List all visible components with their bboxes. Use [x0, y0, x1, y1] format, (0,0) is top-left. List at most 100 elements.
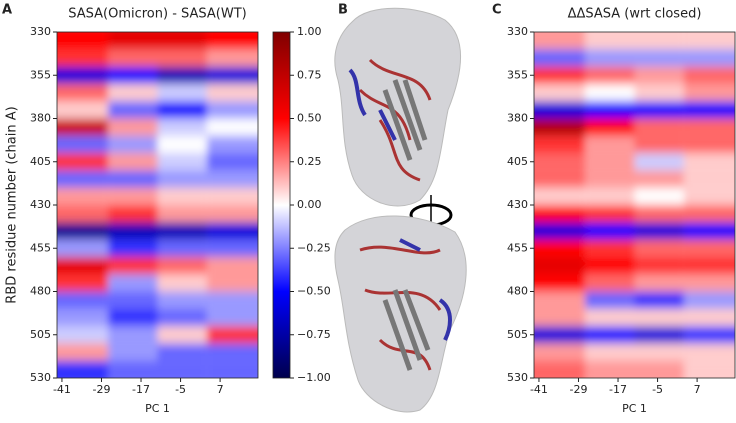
heat-cell: [585, 187, 635, 205]
y-tick-label: 430: [30, 198, 51, 211]
heat-cell: [206, 256, 258, 275]
heat-cell: [634, 256, 684, 275]
heat-cell: [157, 49, 207, 67]
heat-cell: [108, 291, 158, 309]
heat-cell: [683, 360, 735, 378]
heat-cell: [108, 170, 158, 188]
heat-cell: [108, 343, 158, 361]
heat-cell: [57, 239, 109, 257]
x-tick-label: -5: [652, 383, 663, 396]
heat-cell: [534, 83, 586, 102]
heat-cell: [683, 205, 735, 223]
heat-cell: [585, 118, 635, 136]
x-tick-label: -29: [92, 383, 110, 396]
colorbar-tick-label: −0.75: [297, 328, 331, 341]
heat-cell: [634, 205, 684, 223]
heat-cell: [683, 187, 735, 205]
heat-cell: [206, 360, 258, 378]
heat-cell: [683, 118, 735, 136]
y-tick-label: 505: [30, 328, 51, 341]
heat-cell: [585, 256, 635, 275]
heat-cell: [683, 222, 735, 240]
heat-cell: [157, 326, 207, 344]
heat-cell: [57, 222, 109, 240]
heat-cell: [57, 49, 109, 67]
colorbar-tick-label: −0.25: [297, 241, 331, 254]
heat-cell: [634, 222, 684, 240]
x-axis-label: PC 1: [145, 402, 170, 415]
heat-cell: [634, 274, 684, 292]
heat-cell: [634, 187, 684, 205]
y-tick-label: 530: [30, 371, 51, 384]
heat-cell: [57, 326, 109, 344]
heat-cell: [534, 153, 586, 171]
heat-cell: [534, 135, 586, 154]
y-tick-label: 355: [30, 68, 51, 81]
heat-cell: [157, 170, 207, 188]
colorbar-tick-label: −1.00: [297, 371, 331, 384]
heat-cell: [683, 49, 735, 67]
heatmap-cells: [534, 32, 735, 378]
heat-cell: [157, 101, 207, 119]
heat-cell: [157, 83, 207, 102]
y-tick-label: 455: [30, 241, 51, 254]
heat-cell: [585, 308, 635, 327]
heat-cell: [585, 101, 635, 119]
x-tick-label: -17: [132, 383, 150, 396]
heat-cell: [206, 170, 258, 188]
colorbar-tick-label: 0.00: [297, 198, 322, 211]
heat-cell: [157, 239, 207, 257]
heat-cell: [534, 308, 586, 327]
heat-cell: [157, 308, 207, 327]
heat-cell: [534, 205, 586, 223]
x-axis-label: PC 1: [622, 402, 647, 415]
heat-cell: [108, 326, 158, 344]
heat-cell: [57, 153, 109, 171]
heat-cell: [108, 222, 158, 240]
y-tick-label: 480: [30, 285, 51, 298]
y-tick-label: 330: [30, 25, 51, 38]
heat-cell: [108, 66, 158, 84]
y-tick-label: 530: [507, 371, 528, 384]
heat-cell: [108, 153, 158, 171]
heat-cell: [634, 343, 684, 361]
heat-cell: [108, 274, 158, 292]
heat-cell: [534, 101, 586, 119]
heat-cell: [683, 308, 735, 327]
heat-cell: [157, 274, 207, 292]
y-tick-label: 330: [507, 25, 528, 38]
heatmap: [57, 32, 258, 378]
heat-cell: [108, 83, 158, 102]
heat-cell: [206, 274, 258, 292]
heat-cell: [108, 239, 158, 257]
heat-cell: [634, 153, 684, 171]
heat-cell: [57, 187, 109, 205]
heat-cell: [206, 66, 258, 84]
heat-cell: [57, 308, 109, 327]
heat-cell: [206, 101, 258, 119]
y-tick-label: 405: [30, 155, 51, 168]
heat-cell: [634, 101, 684, 119]
protein-bottom: [334, 215, 467, 413]
heat-cell: [634, 308, 684, 327]
y-tick-label: 380: [507, 112, 528, 125]
heat-cell: [206, 343, 258, 361]
heat-cell: [534, 118, 586, 136]
heat-cell: [57, 170, 109, 188]
heat-cell: [585, 66, 635, 84]
heat-cell: [108, 256, 158, 275]
panel-label: A: [2, 3, 12, 18]
heat-cell: [634, 83, 684, 102]
heat-cell: [206, 308, 258, 327]
heat-cell: [157, 360, 207, 378]
heat-cell: [534, 187, 586, 205]
heat-cell: [57, 274, 109, 292]
x-tick-label: 7: [694, 383, 701, 396]
heat-cell: [108, 49, 158, 67]
heat-cell: [206, 326, 258, 344]
x-tick-label: -41: [53, 383, 71, 396]
heat-cell: [206, 135, 258, 154]
heat-cell: [57, 256, 109, 275]
colorbar-tick-label: 0.75: [297, 68, 322, 81]
heat-cell: [206, 83, 258, 102]
